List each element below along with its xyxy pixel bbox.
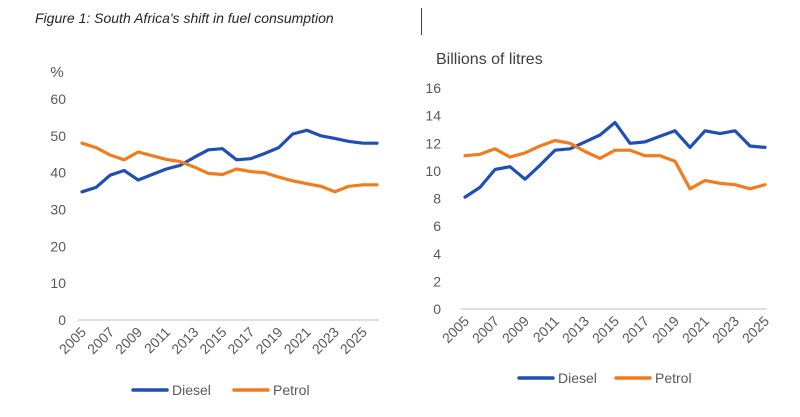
chart1-x-tick-label: 2013 bbox=[168, 324, 201, 357]
chart2-y-tick-label: 10 bbox=[425, 163, 441, 179]
chart1-x-tick-label: 2011 bbox=[141, 324, 174, 357]
figure-title: Figure 1: South Africa's shift in fuel c… bbox=[35, 10, 334, 26]
chart1-legend-petrol-label: Petrol bbox=[273, 382, 310, 398]
chart2-y-tick-label: 8 bbox=[433, 191, 441, 207]
chart2-x-tick-label: 2023 bbox=[709, 313, 742, 346]
chart1-legend-diesel-label: Diesel bbox=[172, 382, 211, 398]
chart2-x-tick-label: 2005 bbox=[439, 313, 472, 346]
chart1-y-tick-label: 60 bbox=[50, 91, 66, 107]
chart1-series-diesel-line bbox=[80, 128, 379, 194]
chart1-y-tick-label: 50 bbox=[50, 128, 66, 144]
chart1-x-tick-label: 2009 bbox=[112, 324, 145, 357]
chart1-y-axis-label: % bbox=[50, 64, 63, 81]
chart2-y-tick-label: 14 bbox=[425, 108, 441, 124]
chart2-x-tick-label: 2021 bbox=[679, 313, 712, 346]
divider-line bbox=[421, 8, 422, 35]
chart2-legend-petrol-label: Petrol bbox=[655, 370, 692, 386]
chart2-x-tick-label: 2013 bbox=[559, 313, 592, 346]
chart2-series-petrol-line bbox=[463, 138, 767, 191]
chart1-y-tick-label: 30 bbox=[50, 202, 66, 218]
chart2-x-tick-label: 2009 bbox=[499, 313, 532, 346]
chart2-y-tick-label: 0 bbox=[433, 301, 441, 317]
chart1-x-tick-label: 2017 bbox=[224, 324, 257, 357]
chart1-x-tick-label: 2019 bbox=[252, 324, 285, 357]
chart2-x-tick-label: 2007 bbox=[469, 313, 502, 346]
chart2-x-tick-label: 2015 bbox=[589, 313, 622, 346]
chart2-x-tick-label: 2017 bbox=[619, 313, 652, 346]
chart1-x-tick-label: 2007 bbox=[84, 324, 117, 357]
chart2-y-tick-label: 6 bbox=[433, 218, 441, 234]
chart2-series-diesel-line bbox=[463, 120, 767, 199]
chart1-x-tick-label: 2023 bbox=[309, 324, 342, 357]
chart2-x-tick-label: 2019 bbox=[649, 313, 682, 346]
chart2-x-tick-label: 2025 bbox=[739, 313, 772, 346]
chart1-y-tick-label: 20 bbox=[50, 238, 66, 254]
chart1-y-tick-label: 10 bbox=[50, 275, 66, 291]
chart1-y-tick-label: 40 bbox=[50, 165, 66, 181]
chart1-y-tick-label: 0 bbox=[58, 312, 66, 328]
chart1-x-tick-label: 2005 bbox=[56, 324, 89, 357]
chart1-x-tick-label: 2015 bbox=[196, 324, 229, 357]
chart2-y-tick-label: 2 bbox=[433, 273, 441, 289]
chart2-x-tick-label: 2011 bbox=[530, 313, 563, 346]
chart1-x-tick-label: 2021 bbox=[281, 324, 314, 357]
chart2-y-tick-label: 12 bbox=[425, 135, 441, 151]
chart1-series-petrol-line bbox=[80, 141, 379, 194]
chart2-legend-diesel-label: Diesel bbox=[558, 370, 597, 386]
chart2-y-axis-label: Billions of litres bbox=[436, 51, 543, 68]
chart1-x-tick-label: 2025 bbox=[337, 324, 370, 357]
chart2-y-tick-label: 4 bbox=[433, 246, 441, 262]
chart2-y-tick-label: 16 bbox=[425, 80, 441, 96]
